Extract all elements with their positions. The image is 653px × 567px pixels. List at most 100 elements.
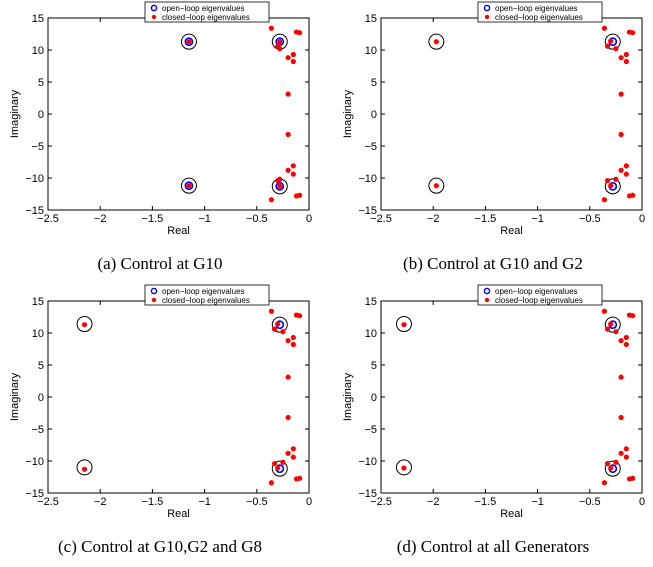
plot-area xyxy=(380,300,643,494)
annotation-circle xyxy=(428,177,445,194)
closed-loop-point xyxy=(290,341,296,348)
annotation-circle xyxy=(604,460,621,477)
closed-loop-point xyxy=(623,454,629,460)
x-tick-label: −0.5 xyxy=(579,496,601,508)
chart-panel-b: −2.5 −2 −1.5 −1 −0.5 0 15 10 5 0 −5 −10 −15 Real Imagi… xyxy=(333,0,653,283)
y-tick-label: 10 xyxy=(365,45,377,57)
y-tick-label: −15 xyxy=(25,488,44,500)
y-tick-label: 15 xyxy=(365,13,377,25)
legend-closed-loop-marker xyxy=(151,14,157,20)
caption-a: (a) Control at G10 xyxy=(97,254,223,273)
plot-area xyxy=(47,300,310,494)
closed-loop-point xyxy=(290,454,296,460)
legend-closed-loop-label: closed−loop eigenvalues xyxy=(495,13,583,22)
closed-loop-point xyxy=(604,326,611,332)
y-axis-label: Imaginary xyxy=(342,372,354,421)
closed-loop-point xyxy=(630,475,636,481)
x-tick-label: −0.5 xyxy=(246,496,268,508)
y-tick-label: 10 xyxy=(32,45,44,57)
closed-loop-point xyxy=(285,131,291,138)
y-tick-label: 5 xyxy=(38,77,44,89)
annotation-circle xyxy=(271,460,288,477)
legend-closed-loop-label: closed−loop eigenvalues xyxy=(162,13,250,22)
closed-loop-point xyxy=(271,460,278,467)
legend-box xyxy=(144,284,270,306)
x-axis-label: Real xyxy=(500,225,523,237)
closed-loop-point xyxy=(601,197,608,203)
x-tick-label: −1 xyxy=(198,496,211,508)
open-loop-point xyxy=(184,181,194,191)
closed-loop-point xyxy=(608,321,614,327)
scatter-plot-b: −2.5 −2 −1.5 −1 −0.5 0 15 10 5 0 −5 −10 −15 Real Imagi… xyxy=(342,1,645,237)
closed-loop-point xyxy=(277,176,283,182)
closed-loop-point xyxy=(623,51,629,58)
x-tick-label: 0 xyxy=(306,496,312,508)
closed-loop-point xyxy=(401,465,407,471)
chart-panel-c: −2.5 −2 −1.5 −1 −0.5 0 15 10 5 0 −5 −10 −15 Real Imagi… xyxy=(0,283,320,566)
closed-loop-point xyxy=(280,459,286,465)
closed-loop-point xyxy=(285,167,291,173)
y-tick-label: −10 xyxy=(25,173,44,185)
y-tick-label: 0 xyxy=(38,109,44,121)
closed-loop-point xyxy=(608,38,614,44)
closed-loop-point xyxy=(290,334,296,341)
annotation-circle xyxy=(395,459,412,476)
closed-loop-point xyxy=(81,466,88,472)
closed-loop-point xyxy=(623,163,629,169)
closed-loop-point xyxy=(275,321,281,327)
x-tick-label: 0 xyxy=(639,213,645,225)
closed-loop-point xyxy=(618,55,624,61)
closed-loop-point xyxy=(630,313,636,319)
legend-box xyxy=(477,284,603,306)
x-tick-label: 0 xyxy=(639,496,645,508)
y-tick-label: 5 xyxy=(38,360,44,372)
closed-loop-point xyxy=(618,374,624,380)
y-tick-label: −10 xyxy=(358,173,377,185)
legend-open-loop-marker xyxy=(150,4,158,12)
legend-open-loop-marker xyxy=(483,287,491,295)
x-axis-label: Real xyxy=(167,225,190,237)
closed-loop-point xyxy=(271,326,278,332)
annotation-circle xyxy=(271,316,288,333)
scatter-plot-d: −2.5 −2 −1.5 −1 −0.5 0 15 10 5 0 −5 −10 −15 Real Imagi… xyxy=(342,284,645,520)
closed-loop-point xyxy=(285,374,291,380)
closed-loop-point xyxy=(268,308,275,314)
annotation-circle xyxy=(180,33,197,50)
chart-panel-a: −2.5 −2 −1.5 −1 −0.5 0 15 10 5 0 −5 −10 −15 Real Imagi… xyxy=(0,0,320,283)
closed-loop-point xyxy=(601,480,608,486)
annotation-circle xyxy=(604,316,621,333)
y-tick-label: 0 xyxy=(38,392,44,404)
annotation-circle xyxy=(395,316,412,333)
closed-loop-point xyxy=(290,51,296,58)
closed-loop-point xyxy=(618,167,624,173)
closed-loop-point xyxy=(604,43,611,49)
annotation-circle xyxy=(428,33,445,50)
plot-area xyxy=(380,17,643,211)
x-tick-label: −2.5 xyxy=(370,213,392,225)
x-tick-label: −1.5 xyxy=(475,213,497,225)
x-tick-label: −2.5 xyxy=(37,213,59,225)
closed-loop-point xyxy=(623,446,629,452)
annotation-circle xyxy=(76,316,93,333)
closed-loop-point xyxy=(623,171,629,177)
closed-loop-point xyxy=(277,46,283,52)
closed-loop-point xyxy=(285,55,291,61)
closed-loop-point xyxy=(613,329,619,335)
scatter-plot-c: −2.5 −2 −1.5 −1 −0.5 0 15 10 5 0 −5 −10 −15 Real Imagi… xyxy=(9,284,312,520)
closed-loop-point xyxy=(285,91,291,97)
closed-loop-point xyxy=(618,91,624,97)
plot-area xyxy=(47,17,310,211)
x-tick-label: −2 xyxy=(427,496,440,508)
closed-loop-point xyxy=(290,446,296,452)
y-tick-label: 15 xyxy=(365,296,377,308)
y-tick-label: −10 xyxy=(358,456,377,468)
closed-loop-point xyxy=(613,46,619,52)
x-tick-label: −1 xyxy=(198,213,211,225)
closed-loop-point xyxy=(618,131,624,138)
y-tick-label: 10 xyxy=(32,328,44,340)
closed-loop-point xyxy=(613,176,619,182)
closed-loop-point xyxy=(285,338,291,344)
legend-open-loop-marker xyxy=(150,287,158,295)
x-tick-label: −2 xyxy=(94,496,107,508)
annotation-circle xyxy=(76,459,93,476)
